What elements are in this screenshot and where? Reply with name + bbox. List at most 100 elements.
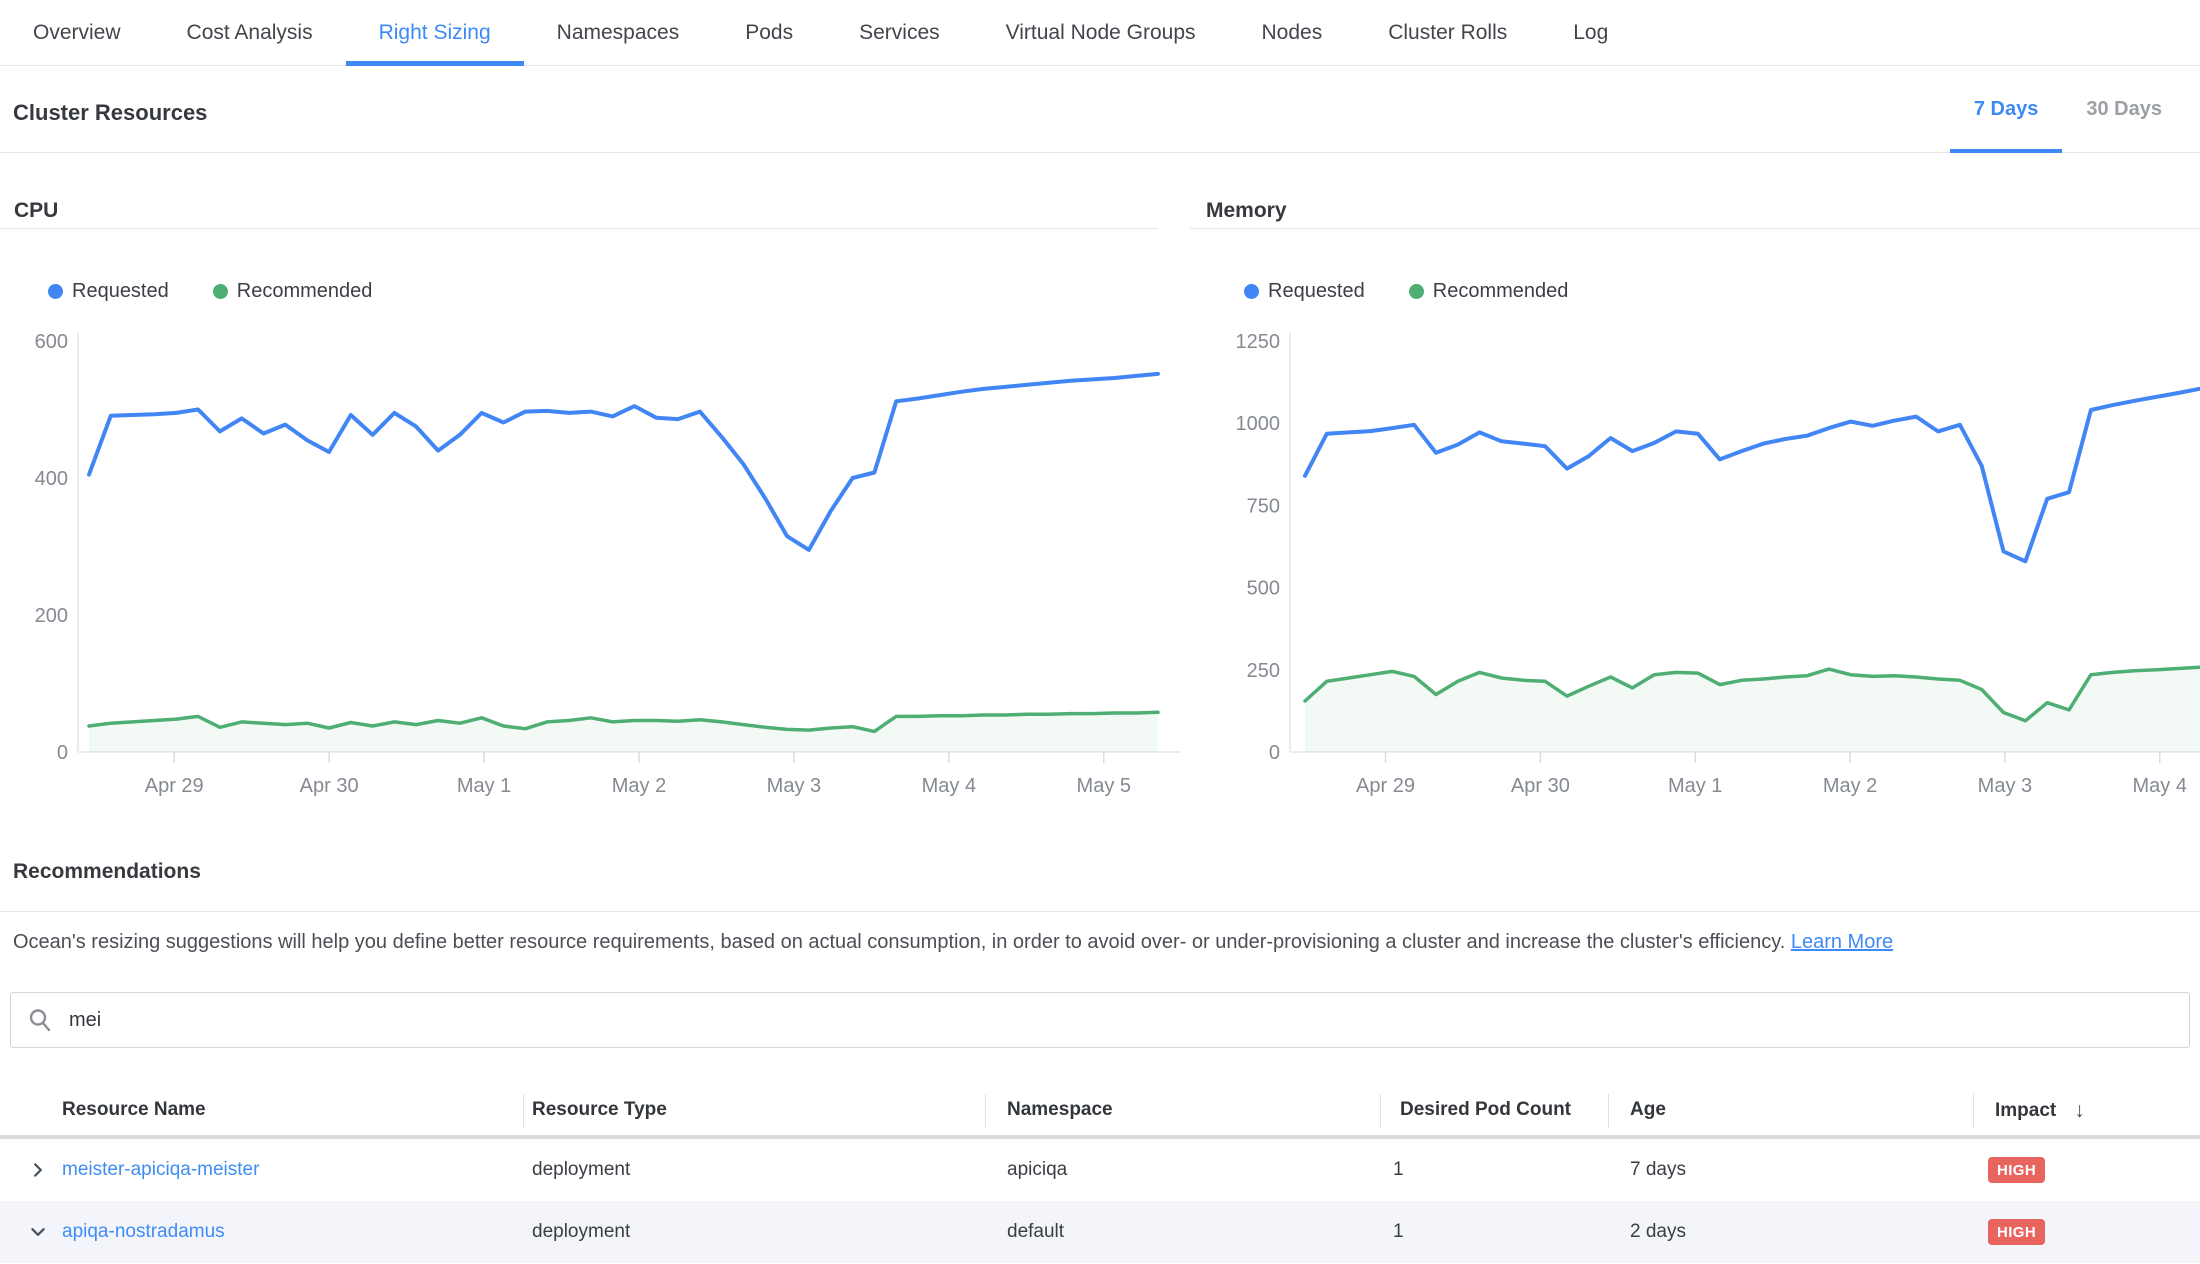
column-header-label: Desired Pod Count	[1400, 1099, 1571, 1121]
memory-ytick-0: 0	[1269, 742, 1280, 764]
column-header-resource-type[interactable]: Resource Type	[532, 1099, 667, 1121]
range-tab-7-days[interactable]: 7 Days	[1950, 66, 2063, 152]
cluster-resources-title: Cluster Resources	[13, 100, 207, 126]
memory-legend-recommended[interactable]: Recommended	[1409, 280, 1569, 303]
cpu-legend-requested[interactable]: Requested	[48, 280, 169, 303]
memory-title-rule	[1190, 228, 2200, 229]
column-header-label: Resource Type	[532, 1099, 667, 1121]
memory-requested-line	[1305, 389, 2200, 562]
age-cell: 2 days	[1630, 1221, 1686, 1243]
memory-xtick-may-4: May 4	[2133, 775, 2187, 797]
memory-xtick-may-1: May 1	[1668, 775, 1722, 797]
namespace-cell: default	[1007, 1221, 1064, 1243]
tab-pods[interactable]: Pods	[712, 0, 826, 65]
tab-log[interactable]: Log	[1540, 0, 1641, 65]
main-tabbar: OverviewCost AnalysisRight SizingNamespa…	[0, 0, 2200, 66]
cpu-xtick-may-5: May 5	[1077, 775, 1131, 797]
recommended-dot-icon	[213, 284, 228, 299]
cpu-requested-line	[89, 374, 1158, 550]
tab-namespaces[interactable]: Namespaces	[524, 0, 713, 65]
impact-cell: HIGH	[1988, 1157, 2045, 1183]
impact-cell: HIGH	[1988, 1219, 2045, 1245]
recommended-dot-icon	[1409, 284, 1424, 299]
recommendations-title: Recommendations	[13, 860, 201, 884]
resource-search-box	[10, 992, 2190, 1048]
range-tab-30-days[interactable]: 30 Days	[2062, 66, 2186, 152]
requested-dot-icon	[1244, 284, 1259, 299]
desired-pod-count-cell: 1	[1393, 1159, 1404, 1181]
impact-badge-high: HIGH	[1988, 1157, 2045, 1183]
resource-type-cell: deployment	[532, 1221, 630, 1243]
memory-legend: Requested Recommended	[1244, 280, 1568, 303]
cpu-xtick-apr-30: Apr 30	[300, 775, 359, 797]
resource-name-link[interactable]: apiqa-nostradamus	[62, 1221, 225, 1243]
table-header: Resource Name Resource Type Namespace Desir…	[0, 1090, 2200, 1135]
memory-xtick-may-2: May 2	[1823, 775, 1877, 797]
namespace-cell: apiciqa	[1007, 1159, 1067, 1181]
column-divider	[985, 1094, 986, 1128]
cpu-ytick-200: 200	[35, 605, 68, 627]
tab-cluster-rolls[interactable]: Cluster Rolls	[1355, 0, 1540, 65]
recommendations-description: Ocean's resizing suggestions will help y…	[13, 931, 1893, 954]
collapse-chevron-icon[interactable]	[28, 1222, 48, 1242]
tab-right-sizing[interactable]: Right Sizing	[346, 0, 524, 65]
column-divider	[523, 1094, 524, 1128]
table-row: apiqa-nostradamus deployment default 1 2 day…	[0, 1201, 2200, 1263]
tab-services[interactable]: Services	[826, 0, 973, 65]
tab-cost-analysis[interactable]: Cost Analysis	[154, 0, 346, 65]
column-header-label: Impact	[1995, 1100, 2056, 1122]
column-header-label: Age	[1630, 1099, 1666, 1121]
recommendations-rule	[0, 911, 2200, 912]
cpu-chart-title: CPU	[14, 199, 58, 223]
resource-type-cell: deployment	[532, 1159, 630, 1181]
memory-ytick-750: 750	[1247, 495, 1280, 517]
memory-ytick-500: 500	[1247, 578, 1280, 600]
tab-virtual-node-groups[interactable]: Virtual Node Groups	[973, 0, 1229, 65]
cpu-legend: Requested Recommended	[48, 280, 372, 303]
recommendations-description-text: Ocean's resizing suggestions will help y…	[13, 931, 1791, 953]
column-divider	[1973, 1094, 1974, 1128]
desired-pod-count-cell: 1	[1393, 1221, 1404, 1243]
cpu-ytick-400: 400	[35, 468, 68, 490]
cpu-xtick-may-4: May 4	[922, 775, 976, 797]
memory-ytick-1000: 1000	[1236, 413, 1281, 435]
cpu-xtick-may-3: May 3	[767, 775, 821, 797]
column-header-resource-name[interactable]: Resource Name	[62, 1099, 206, 1121]
column-header-desired-pod-count[interactable]: Desired Pod Count	[1400, 1099, 1571, 1121]
legend-label: Requested	[1268, 280, 1365, 303]
tab-overview[interactable]: Overview	[0, 0, 154, 65]
cpu-recommended-area	[89, 712, 1158, 752]
search-input[interactable]	[67, 1008, 2173, 1033]
cpu-ytick-0: 0	[57, 742, 68, 764]
cpu-title-rule	[0, 228, 1158, 229]
memory-xtick-apr-30: Apr 30	[1511, 775, 1570, 797]
cpu-ytick-600: 600	[35, 331, 68, 353]
column-header-impact[interactable]: Impact ↓	[1995, 1099, 2085, 1123]
impact-badge-high: HIGH	[1988, 1219, 2045, 1245]
column-divider	[1380, 1094, 1381, 1128]
resource-name-link[interactable]: meister-apiciqa-meister	[62, 1159, 259, 1181]
cpu-legend-recommended[interactable]: Recommended	[213, 280, 373, 303]
memory-chart: 025050075010001250Apr 29Apr 30May 1May 2…	[1180, 320, 2200, 800]
right-sizing-page: OverviewCost AnalysisRight SizingNamespa…	[0, 0, 2200, 1264]
learn-more-link[interactable]: Learn More	[1791, 931, 1893, 953]
cpu-xtick-apr-29: Apr 29	[145, 775, 204, 797]
legend-label: Requested	[72, 280, 169, 303]
cpu-xtick-may-1: May 1	[457, 775, 511, 797]
cpu-chart: 0 200 400 600 Apr 29 Apr 30 May 1 May 2 May 3 May…	[0, 320, 1180, 800]
sort-desc-arrow-icon: ↓	[2074, 1099, 2085, 1123]
memory-legend-requested[interactable]: Requested	[1244, 280, 1365, 303]
legend-label: Recommended	[1433, 280, 1569, 303]
memory-chart-title: Memory	[1206, 199, 1287, 223]
tab-nodes[interactable]: Nodes	[1229, 0, 1356, 65]
column-header-namespace[interactable]: Namespace	[1007, 1099, 1113, 1121]
column-header-label: Namespace	[1007, 1099, 1113, 1121]
column-divider	[1608, 1094, 1609, 1128]
column-header-label: Resource Name	[62, 1099, 206, 1121]
memory-ytick-250: 250	[1247, 660, 1280, 682]
expand-chevron-icon[interactable]	[28, 1160, 48, 1180]
cpu-xtick-may-2: May 2	[612, 775, 666, 797]
age-cell: 7 days	[1630, 1159, 1686, 1181]
column-header-age[interactable]: Age	[1630, 1099, 1666, 1121]
table-row: meister-apiciqa-meister deployment apiciqa…	[0, 1139, 2200, 1202]
